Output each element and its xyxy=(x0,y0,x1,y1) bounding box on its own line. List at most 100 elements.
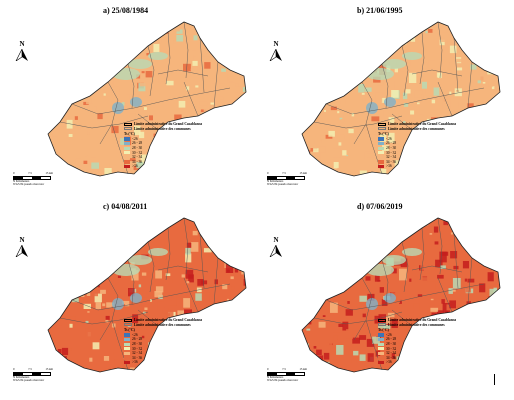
legend-class: 28 - 30 xyxy=(378,146,498,151)
temperature-patch xyxy=(90,50,97,55)
temperature-patch xyxy=(186,281,190,284)
temperature-patch xyxy=(445,244,453,254)
commune-boundary xyxy=(401,241,409,293)
temperature-patch xyxy=(161,29,165,32)
temperature-patch xyxy=(144,307,148,310)
temperature-patch xyxy=(49,255,54,260)
temperature-patch xyxy=(146,53,149,56)
legend-swatch xyxy=(124,142,130,146)
temperature-patch xyxy=(235,115,241,122)
temperature-patch xyxy=(231,307,236,310)
temperature-patch xyxy=(372,336,380,344)
temperature-patch xyxy=(103,247,112,260)
temperature-patch xyxy=(397,304,402,307)
commune-boundary xyxy=(437,21,443,79)
temperature-patch xyxy=(109,162,114,168)
temperature-patch xyxy=(108,82,113,86)
scale-tick: 0 xyxy=(267,367,269,371)
temperature-patch xyxy=(199,101,208,106)
temperature-patch xyxy=(321,139,324,143)
temperature-patch xyxy=(364,87,372,92)
temperature-patch xyxy=(238,104,241,107)
temperature-patch xyxy=(113,227,122,232)
temperature-patch xyxy=(337,33,343,36)
temperature-patch xyxy=(215,177,221,181)
temperature-patch xyxy=(354,281,361,290)
temperature-patch xyxy=(489,56,494,62)
temperature-patch xyxy=(321,307,329,314)
north-label: N xyxy=(19,40,25,48)
legend-swatch xyxy=(378,338,384,342)
commune-boundary xyxy=(437,81,453,117)
temperature-patch xyxy=(479,283,486,293)
temperature-patch xyxy=(372,55,380,63)
legend-swatch xyxy=(124,333,130,337)
temperature-patch xyxy=(85,232,90,236)
temperature-patch xyxy=(167,367,171,372)
legend-commune-limit: Limite administrative des communes xyxy=(134,322,191,327)
temperature-patch xyxy=(168,278,173,283)
temperature-patch xyxy=(157,301,165,311)
temperature-patch xyxy=(116,338,125,346)
temperature-patch xyxy=(71,247,79,257)
grand-casablanca-boundary xyxy=(47,21,247,177)
commune-boundary xyxy=(165,31,171,85)
temperature-patch xyxy=(86,291,91,296)
temperature-patch xyxy=(231,286,235,290)
legend-class-label: 34 - 36 xyxy=(132,159,143,164)
temperature-patch xyxy=(219,78,226,84)
temperature-patch xyxy=(340,100,346,105)
temperature-patch xyxy=(400,365,404,370)
temperature-patch xyxy=(73,75,78,80)
temperature-patch xyxy=(305,42,308,45)
temperature-patch xyxy=(143,246,147,251)
temperature-patch xyxy=(121,102,125,106)
temperature-patch xyxy=(92,342,100,350)
temperature-patch xyxy=(158,76,165,84)
commune-boundary xyxy=(381,259,389,305)
temperature-patch xyxy=(467,278,475,283)
temperature-patch xyxy=(464,278,467,282)
temperature-patch xyxy=(205,373,212,379)
temperature-patch xyxy=(232,259,239,267)
temperature-patch xyxy=(328,37,332,40)
temperature-patch xyxy=(186,242,192,248)
temperature-patch xyxy=(356,219,364,230)
temperature-patch xyxy=(131,270,139,281)
temperature-patch xyxy=(230,276,234,280)
temperature-patch xyxy=(105,315,110,320)
temperature-patch xyxy=(186,86,190,91)
temperature-patch xyxy=(203,106,210,113)
temperature-patch xyxy=(323,352,330,360)
temperature-patch xyxy=(74,59,83,72)
temperature-patch xyxy=(99,67,103,71)
commune-boundary xyxy=(419,31,425,85)
temperature-patch xyxy=(345,155,349,157)
temperature-patch xyxy=(243,97,246,101)
temperature-patch xyxy=(477,110,482,114)
temperature-patch xyxy=(214,301,221,309)
temperature-patch xyxy=(103,30,108,34)
north-arrow-icon: N xyxy=(269,236,283,262)
temperature-patch xyxy=(54,36,57,39)
temperature-patch xyxy=(401,100,404,104)
temperature-patch xyxy=(222,284,228,290)
temperature-patch xyxy=(313,346,317,349)
temperature-patch xyxy=(143,225,152,236)
temperature-patch xyxy=(502,70,510,80)
temperature-patch xyxy=(136,162,144,169)
temperature-patch xyxy=(90,150,97,158)
legend-class: 34 - 36 xyxy=(124,356,244,361)
cool-zone xyxy=(366,264,394,276)
temperature-patch xyxy=(424,32,429,38)
temperature-patch xyxy=(184,90,188,94)
temperature-patch xyxy=(365,276,371,281)
temperature-patch xyxy=(104,66,110,72)
temperature-patch xyxy=(342,321,349,331)
temperature-patch xyxy=(220,172,225,176)
north-label: N xyxy=(19,236,25,244)
temperature-patch xyxy=(162,307,169,314)
temperature-patch xyxy=(155,286,164,293)
temperature-patch xyxy=(329,52,337,61)
temperature-patch xyxy=(361,92,365,95)
